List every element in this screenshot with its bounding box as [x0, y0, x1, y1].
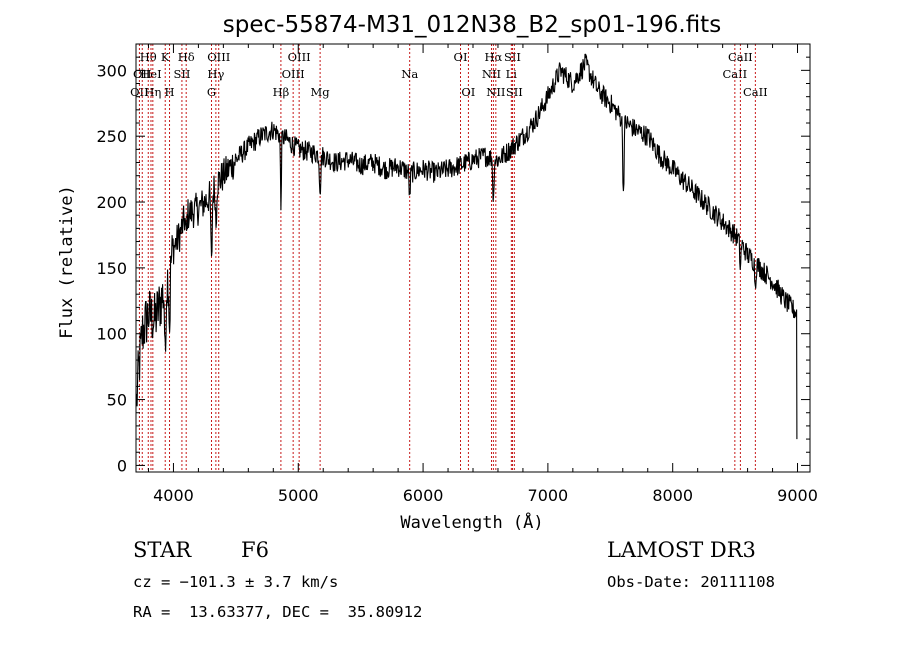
y-axis-label: Flux (relative) — [57, 185, 77, 339]
line-marker-label: NII — [482, 67, 501, 81]
line-marker-label: Hβ — [273, 85, 290, 99]
object-subclass: F6 — [241, 538, 269, 562]
x-tick-label: 4000 — [153, 486, 194, 505]
line-marker-label: OIII — [288, 50, 311, 64]
line-marker-label: SII — [504, 50, 521, 64]
line-marker-label: SII — [506, 85, 523, 99]
line-marker-label: Hη — [144, 85, 161, 99]
y-tick-label: 300 — [96, 61, 127, 80]
x-axis-ticks: 4000 5000 6000 7000 8000 9000 — [147, 44, 818, 505]
survey-name: LAMOST DR3 — [607, 538, 756, 562]
line-marker-label: Hθ — [140, 50, 157, 64]
coordinates: RA = 13.63377, DEC = 35.80912 — [133, 603, 423, 621]
y-tick-label: 50 — [107, 391, 127, 410]
chart-title: spec-55874-M31_012N38_B2_sp01-196.fits — [223, 12, 721, 38]
line-marker-label: SII — [173, 67, 190, 81]
line-marker-label: OIII — [207, 50, 230, 64]
line-marker-label: Mg — [311, 85, 331, 99]
redshift-velocity: cz = −101.3 ± 3.7 km/s — [133, 573, 339, 591]
spectrum-line — [136, 53, 798, 440]
line-marker-label: Hδ — [178, 50, 195, 64]
y-tick-label: 150 — [96, 259, 127, 278]
line-marker-label: G — [207, 85, 216, 99]
line-marker-label: Hα — [484, 50, 502, 64]
observation-date: Obs-Date: 20111108 — [607, 573, 775, 591]
line-marker-label: CaII — [728, 50, 753, 64]
line-marker-label: Na — [401, 67, 418, 81]
line-marker-label: Hγ — [207, 67, 224, 81]
x-tick-label: 8000 — [652, 486, 693, 505]
x-tick-label: 7000 — [528, 486, 569, 505]
x-axis-label: Wavelength (Å) — [400, 511, 543, 533]
y-tick-label: 200 — [96, 193, 127, 212]
plot-frame — [135, 43, 811, 473]
x-tick-label: 5000 — [278, 486, 319, 505]
y-tick-label: 250 — [96, 127, 127, 146]
line-marker-label: HeI — [140, 67, 161, 81]
object-class: STAR — [133, 538, 192, 562]
line-marker-label: CaII — [722, 67, 747, 81]
line-marker-label: OII — [130, 85, 149, 99]
x-tick-label: 6000 — [403, 486, 444, 505]
line-marker-label: OI — [454, 50, 468, 64]
line-marker-label: OIII — [282, 67, 305, 81]
y-axis-ticks: 0 50 100 150 200 250 300 — [96, 56, 810, 475]
line-marker-label: CaII — [743, 85, 768, 99]
line-markers: OIIOIIHθHeIHηKHSIIHδGHγOIIIHβOIIIOIIIMgN… — [130, 44, 768, 472]
y-tick-label: 100 — [96, 325, 127, 344]
x-tick-label: 9000 — [777, 486, 818, 505]
line-marker-label: K — [161, 50, 170, 64]
line-marker-label: H — [165, 85, 175, 99]
line-marker-label: Li — [506, 67, 518, 81]
line-marker-label: OI — [461, 85, 475, 99]
y-tick-label: 0 — [117, 456, 127, 475]
line-marker-label: NII — [486, 85, 505, 99]
